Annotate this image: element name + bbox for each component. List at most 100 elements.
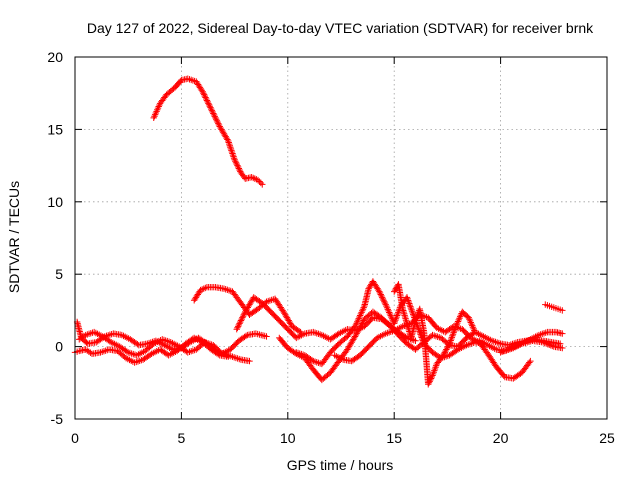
- data-point-marker: [230, 354, 238, 361]
- data-point-marker: [409, 309, 416, 317]
- data-point-marker: [439, 352, 447, 359]
- data-point-marker: [240, 311, 248, 318]
- data-point-marker: [197, 286, 204, 294]
- data-point-marker: [357, 323, 364, 330]
- data-point-marker: [232, 158, 239, 165]
- data-point-marker: [263, 333, 270, 340]
- data-point-marker: [378, 294, 386, 301]
- data-point-marker: [375, 286, 382, 294]
- data-point-marker: [466, 316, 473, 323]
- data-point-marker: [229, 151, 237, 159]
- data-point-marker: [212, 116, 220, 123]
- data-point-marker: [506, 345, 513, 352]
- data-point-marker: [497, 349, 504, 356]
- data-point-marker: [354, 318, 361, 325]
- data-point-marker: [234, 324, 241, 331]
- plot-frame: [74, 56, 608, 420]
- axis-ticks: 0 5 10 15 20 25 -5 0 5 10 15 20: [47, 49, 615, 446]
- data-point-marker: [87, 349, 94, 356]
- data-point-marker: [381, 298, 388, 305]
- data-point-marker: [234, 355, 241, 362]
- data-point-marker: [186, 76, 193, 83]
- data-point-marker: [559, 307, 566, 314]
- data-point-marker: [210, 110, 217, 117]
- data-point-marker: [237, 317, 245, 324]
- data-point-marker: [233, 160, 240, 168]
- data-point-marker: [257, 179, 265, 187]
- data-point-marker: [379, 295, 387, 303]
- data-point-marker: [368, 315, 375, 323]
- x-tick-label: 15: [386, 430, 402, 446]
- data-point-marker: [230, 155, 238, 162]
- series-arc-d: [190, 284, 304, 336]
- data-point-marker: [357, 310, 365, 318]
- data-point-marker: [412, 337, 419, 345]
- data-point-marker: [512, 342, 519, 350]
- data-point-marker: [448, 334, 456, 341]
- data-point-marker: [209, 108, 216, 116]
- data-point-marker: [407, 304, 415, 312]
- data-point-marker: [495, 339, 503, 347]
- data-point-marker: [311, 329, 319, 336]
- data-point-marker: [515, 341, 523, 349]
- data-point-marker: [202, 94, 209, 101]
- data-point-marker: [154, 104, 162, 112]
- data-point-marker: [254, 176, 262, 184]
- data-point-marker: [241, 310, 248, 317]
- data-point-marker: [453, 321, 460, 328]
- data-point-marker: [154, 106, 161, 113]
- y-tick-label: 10: [47, 194, 63, 210]
- data-point-marker: [97, 349, 104, 356]
- data-point-marker: [210, 111, 218, 119]
- series-arc-l: [497, 337, 566, 356]
- data-point-marker: [250, 174, 257, 182]
- data-point-marker: [503, 346, 510, 354]
- data-point-marker: [406, 301, 414, 309]
- data-point-marker: [235, 321, 243, 329]
- data-point-marker: [352, 331, 360, 339]
- data-point-marker: [440, 350, 448, 358]
- data-point-marker: [230, 153, 237, 160]
- data-point-marker: [203, 95, 210, 103]
- data-point-marker: [449, 332, 456, 340]
- data-point-marker: [202, 284, 209, 292]
- data-point-marker: [232, 354, 240, 362]
- data-point-marker: [559, 344, 566, 352]
- series-arc-g: [293, 278, 487, 368]
- data-point-marker: [456, 315, 463, 322]
- data-point-marker: [99, 348, 106, 356]
- data-point-marker: [500, 372, 507, 379]
- data-point-marker: [359, 318, 367, 326]
- data-point-marker: [443, 346, 450, 353]
- data-point-marker: [452, 323, 460, 330]
- data-point-marker: [470, 325, 477, 333]
- data-point-marker: [509, 344, 516, 351]
- data-point-marker: [152, 109, 160, 117]
- data-point-marker: [517, 341, 524, 348]
- data-point-marker: [259, 181, 266, 188]
- data-point-marker: [466, 317, 474, 325]
- data-point-marker: [386, 309, 393, 316]
- data-point-marker: [83, 339, 90, 346]
- data-point-marker: [200, 90, 207, 97]
- data-point-marker: [359, 305, 367, 313]
- data-point-marker: [220, 285, 228, 292]
- data-point-marker: [404, 295, 411, 303]
- data-point-marker: [236, 355, 243, 363]
- data-point-marker: [186, 348, 193, 356]
- data-point-marker: [234, 162, 241, 169]
- y-tick-label: 0: [55, 339, 63, 355]
- data-point-marker: [228, 148, 236, 156]
- data-point-marker: [395, 309, 402, 316]
- data-point-marker: [224, 286, 231, 294]
- data-point-marker: [377, 291, 384, 298]
- data-point-marker: [391, 320, 398, 327]
- data-point-marker: [222, 286, 229, 293]
- data-point-marker: [248, 173, 255, 181]
- data-point-marker: [225, 137, 232, 145]
- data-point-marker: [544, 340, 551, 348]
- data-point-marker: [200, 285, 207, 292]
- data-point-marker: [352, 321, 360, 329]
- data-point-marker: [356, 313, 363, 321]
- data-point-marker: [353, 330, 360, 337]
